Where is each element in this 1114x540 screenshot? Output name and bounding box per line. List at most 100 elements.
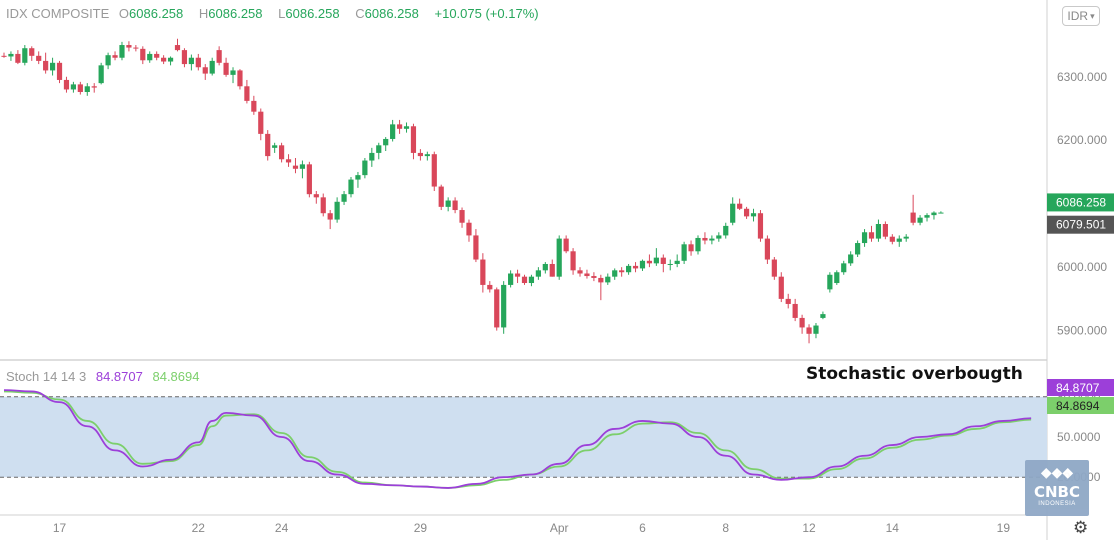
candle-body bbox=[556, 238, 562, 277]
candle-body bbox=[445, 200, 451, 207]
high-label: H bbox=[198, 6, 209, 21]
candle-body bbox=[147, 53, 153, 61]
candle-body bbox=[841, 263, 847, 273]
time-tick-label: 29 bbox=[414, 521, 428, 535]
candle-body bbox=[938, 212, 944, 214]
candle-body bbox=[889, 236, 895, 242]
candle-body bbox=[181, 50, 188, 65]
candle-body bbox=[466, 222, 472, 236]
candle-body bbox=[792, 303, 798, 318]
candle-body bbox=[750, 213, 757, 217]
candle-body bbox=[896, 238, 902, 242]
candle-body bbox=[868, 232, 875, 239]
candle-body bbox=[223, 62, 229, 75]
candle-body bbox=[355, 175, 361, 180]
candle-body bbox=[626, 265, 632, 273]
last-price-tag-label: 6086.258 bbox=[1056, 195, 1106, 209]
candle-body bbox=[167, 57, 174, 62]
candle-body bbox=[376, 145, 382, 153]
candle-body bbox=[279, 145, 285, 160]
currency-selector[interactable]: IDR ▾ bbox=[1062, 6, 1100, 26]
candle-body bbox=[362, 160, 368, 176]
last-price-tag bbox=[1047, 193, 1114, 212]
stoch-d-value: 84.8694 bbox=[152, 369, 200, 384]
currency-label: IDR bbox=[1067, 9, 1089, 23]
candle-body bbox=[417, 152, 423, 157]
annotation-text: Stochastic overbougth bbox=[806, 364, 1023, 384]
stoch-legend: Stoch 14 14 3 84.8707 84.8694 bbox=[6, 369, 205, 384]
candle-body bbox=[195, 57, 201, 68]
candle-body bbox=[348, 179, 354, 195]
candle-body bbox=[674, 260, 680, 264]
time-tick-label: 22 bbox=[192, 521, 206, 535]
stoch-tick-label: 50.0000 bbox=[1057, 430, 1101, 444]
cnbc-logo: ◆◆◆ CNBC INDONESIA bbox=[1025, 460, 1089, 516]
candle-body bbox=[521, 276, 528, 284]
stoch-value-tag-label: 84.8707 bbox=[1056, 381, 1100, 395]
candle-body bbox=[313, 194, 319, 198]
candle-body bbox=[133, 47, 139, 49]
candle-body bbox=[334, 201, 340, 220]
candle-body bbox=[36, 55, 42, 61]
candle-body bbox=[119, 45, 125, 58]
stoch-value-tag-label: 84.8694 bbox=[1056, 399, 1100, 413]
candle-body bbox=[126, 45, 132, 48]
candle-body bbox=[716, 235, 722, 239]
candle-body bbox=[22, 48, 28, 63]
time-tick-label: 12 bbox=[802, 521, 816, 535]
time-tick-label: 24 bbox=[275, 521, 289, 535]
candle-body bbox=[535, 270, 541, 277]
candle-body bbox=[494, 289, 500, 328]
candle-body bbox=[612, 270, 618, 277]
time-tick-label: Apr bbox=[550, 521, 569, 535]
candle-body bbox=[105, 55, 111, 66]
candle-body bbox=[619, 270, 625, 273]
peacock-icon: ◆◆◆ bbox=[1040, 464, 1074, 480]
candle-body bbox=[43, 60, 49, 71]
last-price-tag bbox=[1047, 215, 1114, 234]
candle-body bbox=[785, 298, 791, 304]
candle-body bbox=[299, 164, 306, 169]
candle-body bbox=[584, 273, 590, 277]
candle-body bbox=[487, 284, 493, 290]
candle-body bbox=[383, 138, 389, 146]
candle-body bbox=[84, 86, 90, 92]
candle-body bbox=[63, 79, 70, 90]
candle-body bbox=[834, 272, 840, 284]
close-label: C bbox=[355, 6, 365, 21]
stoch-name: Stoch 14 14 3 bbox=[6, 369, 87, 384]
candle-body bbox=[709, 238, 715, 241]
time-tick-label: 17 bbox=[53, 521, 67, 535]
ohlc-legend: IDX COMPOSITE O6086.258 H6086.258 L6086.… bbox=[6, 6, 545, 21]
candle-body bbox=[473, 235, 479, 260]
candle-body bbox=[91, 86, 97, 88]
last-price-tag-label: 6079.501 bbox=[1056, 218, 1106, 232]
candle-body bbox=[570, 251, 576, 271]
gear-icon[interactable]: ⚙ bbox=[1073, 518, 1089, 537]
candle-body bbox=[174, 45, 181, 51]
candle-body bbox=[771, 259, 777, 277]
candle-body bbox=[639, 260, 646, 269]
candle-body bbox=[743, 208, 750, 217]
candle-body bbox=[98, 65, 104, 84]
time-tick-label: 14 bbox=[886, 521, 900, 535]
candle-body bbox=[77, 84, 83, 92]
candle-body bbox=[452, 200, 458, 211]
candle-body bbox=[320, 197, 326, 214]
candle-body bbox=[258, 111, 264, 134]
candle-body bbox=[154, 53, 160, 58]
candle-body bbox=[528, 276, 535, 284]
stoch-value-tag bbox=[1047, 379, 1114, 396]
candle-body bbox=[695, 237, 701, 252]
candle-body bbox=[660, 257, 666, 264]
candle-body bbox=[848, 254, 854, 264]
candle-body bbox=[410, 126, 417, 153]
candle-body bbox=[855, 243, 861, 255]
low-label: L bbox=[278, 6, 286, 21]
candle-body bbox=[723, 225, 729, 236]
open-value: 6086.258 bbox=[129, 6, 184, 21]
price-tick-label: 6300.000 bbox=[1057, 70, 1107, 84]
candle-body bbox=[827, 274, 833, 290]
candle-body bbox=[757, 213, 764, 239]
